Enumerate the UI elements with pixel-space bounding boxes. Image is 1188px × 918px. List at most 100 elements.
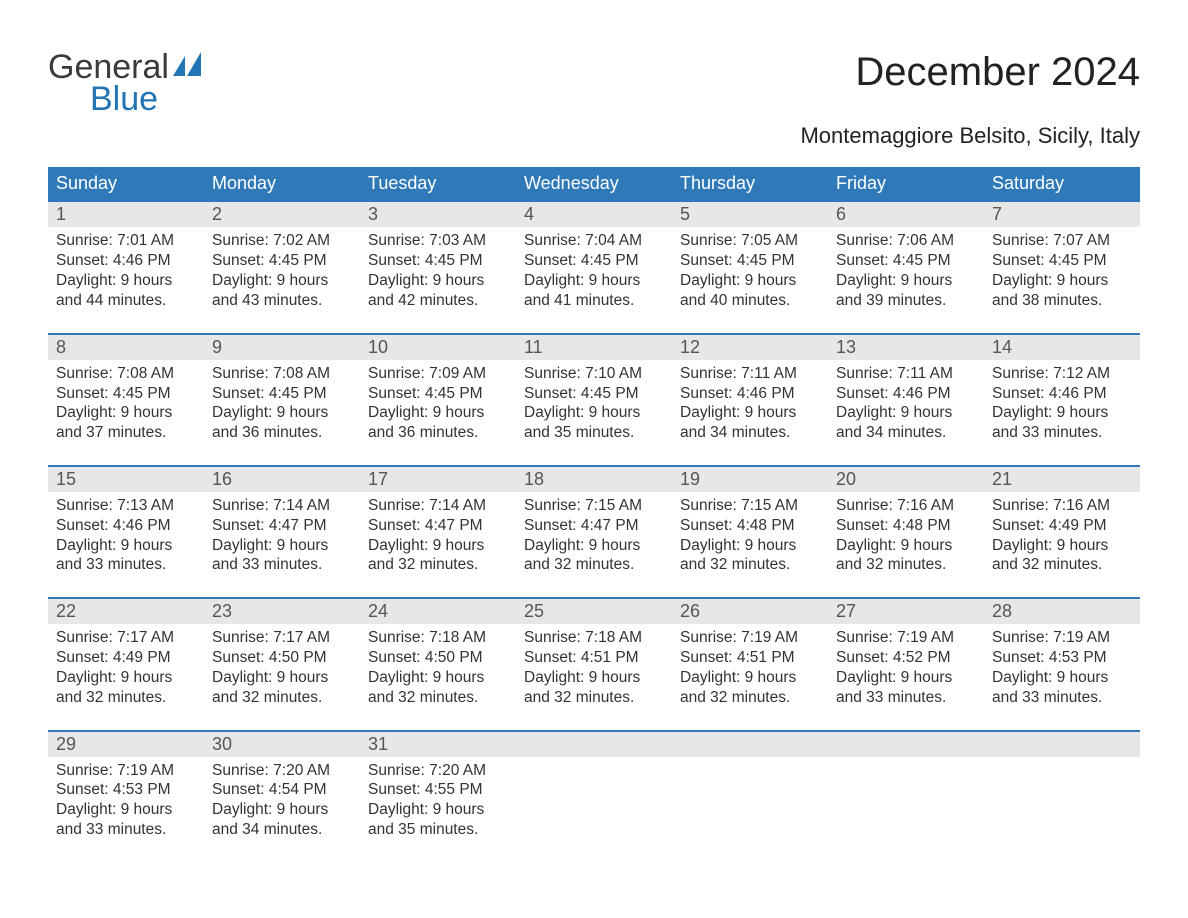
daylight-line1: Daylight: 9 hours [56,403,196,423]
day-cell: Sunrise: 7:15 AMSunset: 4:47 PMDaylight:… [516,492,672,579]
daylight-line1: Daylight: 9 hours [524,536,664,556]
day-number: 19 [672,467,828,492]
dow-friday: Friday [828,167,984,200]
daylight-line2: and 35 minutes. [524,423,664,443]
daylight-line2: and 44 minutes. [56,291,196,311]
daylight-line2: and 32 minutes. [524,688,664,708]
sunrise-text: Sunrise: 7:05 AM [680,231,820,251]
sunrise-text: Sunrise: 7:12 AM [992,364,1132,384]
day-cell: Sunrise: 7:19 AMSunset: 4:51 PMDaylight:… [672,624,828,711]
day-cell: Sunrise: 7:11 AMSunset: 4:46 PMDaylight:… [672,360,828,447]
sunrise-text: Sunrise: 7:17 AM [212,628,352,648]
sunrise-text: Sunrise: 7:19 AM [992,628,1132,648]
day-cell: Sunrise: 7:18 AMSunset: 4:51 PMDaylight:… [516,624,672,711]
daylight-line1: Daylight: 9 hours [680,536,820,556]
daylight-line2: and 41 minutes. [524,291,664,311]
day-number: 20 [828,467,984,492]
day-cell: Sunrise: 7:15 AMSunset: 4:48 PMDaylight:… [672,492,828,579]
sunset-text: Sunset: 4:46 PM [56,516,196,536]
daylight-line2: and 32 minutes. [56,688,196,708]
day-number: 9 [204,335,360,360]
daylight-line1: Daylight: 9 hours [836,668,976,688]
daylight-line1: Daylight: 9 hours [368,403,508,423]
day-number: 15 [48,467,204,492]
day-cell: Sunrise: 7:07 AMSunset: 4:45 PMDaylight:… [984,227,1140,314]
day-cell: Sunrise: 7:06 AMSunset: 4:45 PMDaylight:… [828,227,984,314]
page-subtitle: Montemaggiore Belsito, Sicily, Italy [48,123,1140,149]
sunrise-text: Sunrise: 7:01 AM [56,231,196,251]
logo-line2: Blue [90,82,215,118]
daylight-line1: Daylight: 9 hours [524,668,664,688]
day-cell: Sunrise: 7:14 AMSunset: 4:47 PMDaylight:… [360,492,516,579]
dow-thursday: Thursday [672,167,828,200]
sunrise-text: Sunrise: 7:20 AM [212,761,352,781]
day-number: 30 [204,732,360,757]
sunset-text: Sunset: 4:53 PM [992,648,1132,668]
daylight-line2: and 33 minutes. [992,688,1132,708]
day-cell: Sunrise: 7:14 AMSunset: 4:47 PMDaylight:… [204,492,360,579]
logo: General Blue [48,50,215,117]
daylight-line2: and 35 minutes. [368,820,508,840]
page-title: December 2024 [855,50,1140,95]
daylight-line1: Daylight: 9 hours [212,403,352,423]
day-number: 25 [516,599,672,624]
day-cell: Sunrise: 7:18 AMSunset: 4:50 PMDaylight:… [360,624,516,711]
daylight-line2: and 32 minutes. [680,688,820,708]
sunset-text: Sunset: 4:45 PM [212,251,352,271]
day-cell: Sunrise: 7:11 AMSunset: 4:46 PMDaylight:… [828,360,984,447]
sunrise-text: Sunrise: 7:08 AM [56,364,196,384]
day-cell: Sunrise: 7:20 AMSunset: 4:55 PMDaylight:… [360,757,516,844]
sunrise-text: Sunrise: 7:16 AM [836,496,976,516]
daylight-line1: Daylight: 9 hours [56,536,196,556]
sunset-text: Sunset: 4:47 PM [212,516,352,536]
sunrise-text: Sunrise: 7:18 AM [368,628,508,648]
sunrise-text: Sunrise: 7:10 AM [524,364,664,384]
daynum-row: 891011121314 [48,335,1140,360]
sunrise-text: Sunrise: 7:11 AM [836,364,976,384]
day-number: 31 [360,732,516,757]
day-cell: Sunrise: 7:09 AMSunset: 4:45 PMDaylight:… [360,360,516,447]
sunset-text: Sunset: 4:45 PM [56,384,196,404]
sunset-text: Sunset: 4:50 PM [212,648,352,668]
daylight-line1: Daylight: 9 hours [836,536,976,556]
sunset-text: Sunset: 4:52 PM [836,648,976,668]
sunrise-text: Sunrise: 7:04 AM [524,231,664,251]
daylight-line1: Daylight: 9 hours [368,800,508,820]
day-cell: Sunrise: 7:01 AMSunset: 4:46 PMDaylight:… [48,227,204,314]
daylight-line2: and 40 minutes. [680,291,820,311]
daylight-line1: Daylight: 9 hours [836,403,976,423]
daynum-row: 1234567 [48,202,1140,227]
sunrise-text: Sunrise: 7:07 AM [992,231,1132,251]
daylight-line1: Daylight: 9 hours [680,403,820,423]
day-number: 26 [672,599,828,624]
day-number: 22 [48,599,204,624]
sunrise-text: Sunrise: 7:14 AM [368,496,508,516]
week-row: 22232425262728Sunrise: 7:17 AMSunset: 4:… [48,597,1140,711]
sunset-text: Sunset: 4:49 PM [992,516,1132,536]
daylight-line1: Daylight: 9 hours [524,403,664,423]
dow-wednesday: Wednesday [516,167,672,200]
day-cell: Sunrise: 7:02 AMSunset: 4:45 PMDaylight:… [204,227,360,314]
day-number: 23 [204,599,360,624]
daylight-line2: and 33 minutes. [56,820,196,840]
week-row: 891011121314Sunrise: 7:08 AMSunset: 4:45… [48,333,1140,447]
daylight-line2: and 32 minutes. [368,555,508,575]
sunrise-text: Sunrise: 7:03 AM [368,231,508,251]
daylight-line2: and 36 minutes. [368,423,508,443]
sunset-text: Sunset: 4:51 PM [680,648,820,668]
sunset-text: Sunset: 4:45 PM [212,384,352,404]
day-number: 11 [516,335,672,360]
sunset-text: Sunset: 4:45 PM [680,251,820,271]
daylight-line1: Daylight: 9 hours [212,536,352,556]
week-row: 293031Sunrise: 7:19 AMSunset: 4:53 PMDay… [48,730,1140,844]
daylight-line1: Daylight: 9 hours [56,668,196,688]
day-number: 14 [984,335,1140,360]
daynum-row: 293031 [48,732,1140,757]
day-cell: Sunrise: 7:16 AMSunset: 4:48 PMDaylight:… [828,492,984,579]
calendar: Sunday Monday Tuesday Wednesday Thursday… [48,167,1140,844]
daynum-row: 22232425262728 [48,599,1140,624]
daylight-line2: and 32 minutes. [680,555,820,575]
day-number: 6 [828,202,984,227]
sunrise-text: Sunrise: 7:02 AM [212,231,352,251]
dow-saturday: Saturday [984,167,1140,200]
